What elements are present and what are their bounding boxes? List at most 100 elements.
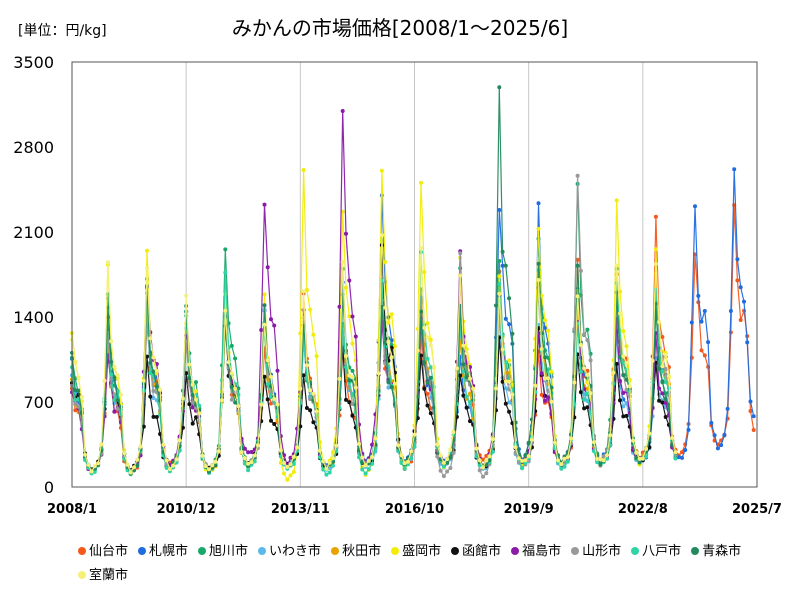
series-point (252, 453, 257, 458)
series-point (438, 468, 443, 473)
series-point (154, 384, 159, 389)
series-point (190, 405, 195, 410)
series-point (154, 415, 159, 419)
series-point (428, 411, 433, 416)
series-point (255, 443, 260, 448)
series-point (148, 394, 153, 399)
legend-label: 札幌市 (149, 544, 189, 559)
series-point (441, 464, 446, 469)
series-point (520, 466, 525, 471)
legend-item: 札幌市 (138, 540, 188, 559)
series-point (223, 308, 228, 313)
series-point (458, 251, 463, 256)
series-point (324, 466, 329, 471)
series-point (317, 448, 322, 453)
legend-item: 青森市 (691, 540, 741, 559)
series-point (148, 360, 153, 365)
series-point (503, 316, 508, 321)
series-point (631, 438, 635, 443)
series-point (497, 291, 502, 296)
legend-item: 秋田市 (331, 540, 381, 559)
series-point (552, 440, 557, 445)
series-line-11 (71, 87, 677, 475)
series-point (507, 296, 512, 301)
series-point (419, 180, 423, 185)
series-point (432, 365, 437, 370)
series-point (526, 440, 531, 445)
series-point (76, 388, 81, 393)
series-point (190, 421, 195, 426)
series-point (109, 339, 114, 344)
series-point (360, 467, 365, 472)
series-point (549, 399, 554, 404)
series-point (422, 360, 427, 365)
series-point (298, 386, 303, 391)
series-point (197, 411, 202, 416)
series-point (409, 456, 414, 461)
series-point (468, 400, 472, 405)
series-point (637, 456, 642, 461)
series-point (370, 461, 375, 466)
series-point (262, 322, 267, 327)
series-point (265, 358, 270, 363)
legend-item: 室蘭市 (78, 564, 128, 583)
series-point (582, 332, 587, 337)
series-point (448, 466, 453, 470)
series-point (187, 375, 192, 380)
series-point (89, 469, 94, 474)
legend-label: 青森市 (702, 544, 742, 559)
series-point (578, 343, 583, 347)
legend-marker (138, 546, 147, 555)
series-point (614, 198, 619, 203)
series-point (314, 354, 319, 359)
series-point (353, 385, 358, 390)
series-point (464, 405, 469, 410)
series-point (350, 375, 355, 380)
series-point (249, 460, 254, 465)
chart-title: みかんの市場価格[2008/1～2025/6] (231, 16, 569, 40)
series-point (112, 375, 117, 380)
series-point (680, 450, 684, 455)
series-point (497, 274, 502, 279)
series-point (242, 461, 247, 466)
series-point (722, 433, 727, 438)
series-point (229, 371, 234, 376)
series-point (536, 201, 541, 206)
series-point (344, 231, 348, 236)
series-point (683, 448, 688, 452)
series-point (171, 463, 176, 468)
legend-label: 室蘭市 (89, 568, 129, 583)
series-point (194, 380, 198, 385)
series-point (441, 474, 446, 479)
legend-item: 仙台市 (78, 540, 128, 559)
series-point (344, 285, 348, 290)
series-point (624, 387, 629, 392)
series-point (559, 462, 564, 467)
series-point (347, 400, 352, 405)
series-point (503, 401, 508, 406)
legend-marker (258, 546, 267, 555)
series-point (304, 406, 309, 410)
series-point (591, 440, 596, 445)
series-point (543, 355, 547, 360)
series-point (262, 202, 267, 207)
y-tick-label: 700 (23, 393, 54, 412)
series-point (158, 387, 163, 392)
series-point (249, 450, 254, 454)
series-point (536, 278, 541, 282)
series-point (115, 398, 120, 403)
series-point (634, 450, 639, 455)
series-point (419, 309, 423, 314)
series-point (676, 455, 681, 460)
legend-marker (691, 546, 700, 555)
series-point (298, 331, 303, 336)
series-point (73, 361, 78, 366)
series-point (562, 464, 567, 469)
series-point (709, 420, 714, 425)
series-point (308, 408, 313, 413)
series-point (138, 444, 143, 449)
series-point (246, 461, 251, 466)
series-point (543, 376, 547, 381)
series-point (73, 398, 78, 402)
series-point (145, 248, 149, 253)
